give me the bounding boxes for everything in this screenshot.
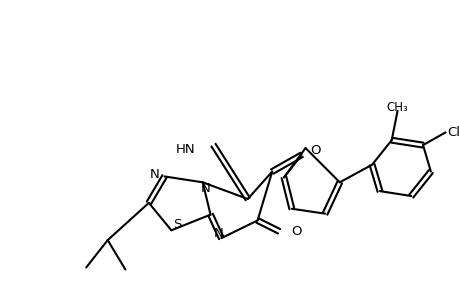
Text: N: N (200, 182, 210, 195)
Text: CH₃: CH₃ (386, 101, 408, 114)
Text: N: N (213, 227, 223, 240)
Text: N: N (150, 168, 159, 181)
Text: S: S (173, 218, 181, 231)
Text: Cl: Cl (447, 126, 459, 139)
Text: HN: HN (176, 142, 196, 155)
Text: O: O (290, 225, 301, 238)
Text: O: O (310, 145, 320, 158)
